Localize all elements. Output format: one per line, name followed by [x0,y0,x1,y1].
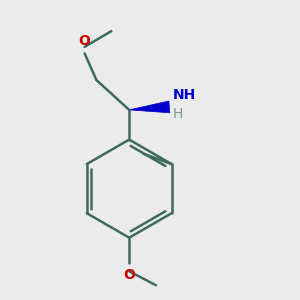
Text: NH: NH [172,88,196,102]
Text: H: H [172,107,183,121]
Polygon shape [129,101,170,113]
Text: O: O [79,34,91,48]
Text: O: O [123,268,135,282]
